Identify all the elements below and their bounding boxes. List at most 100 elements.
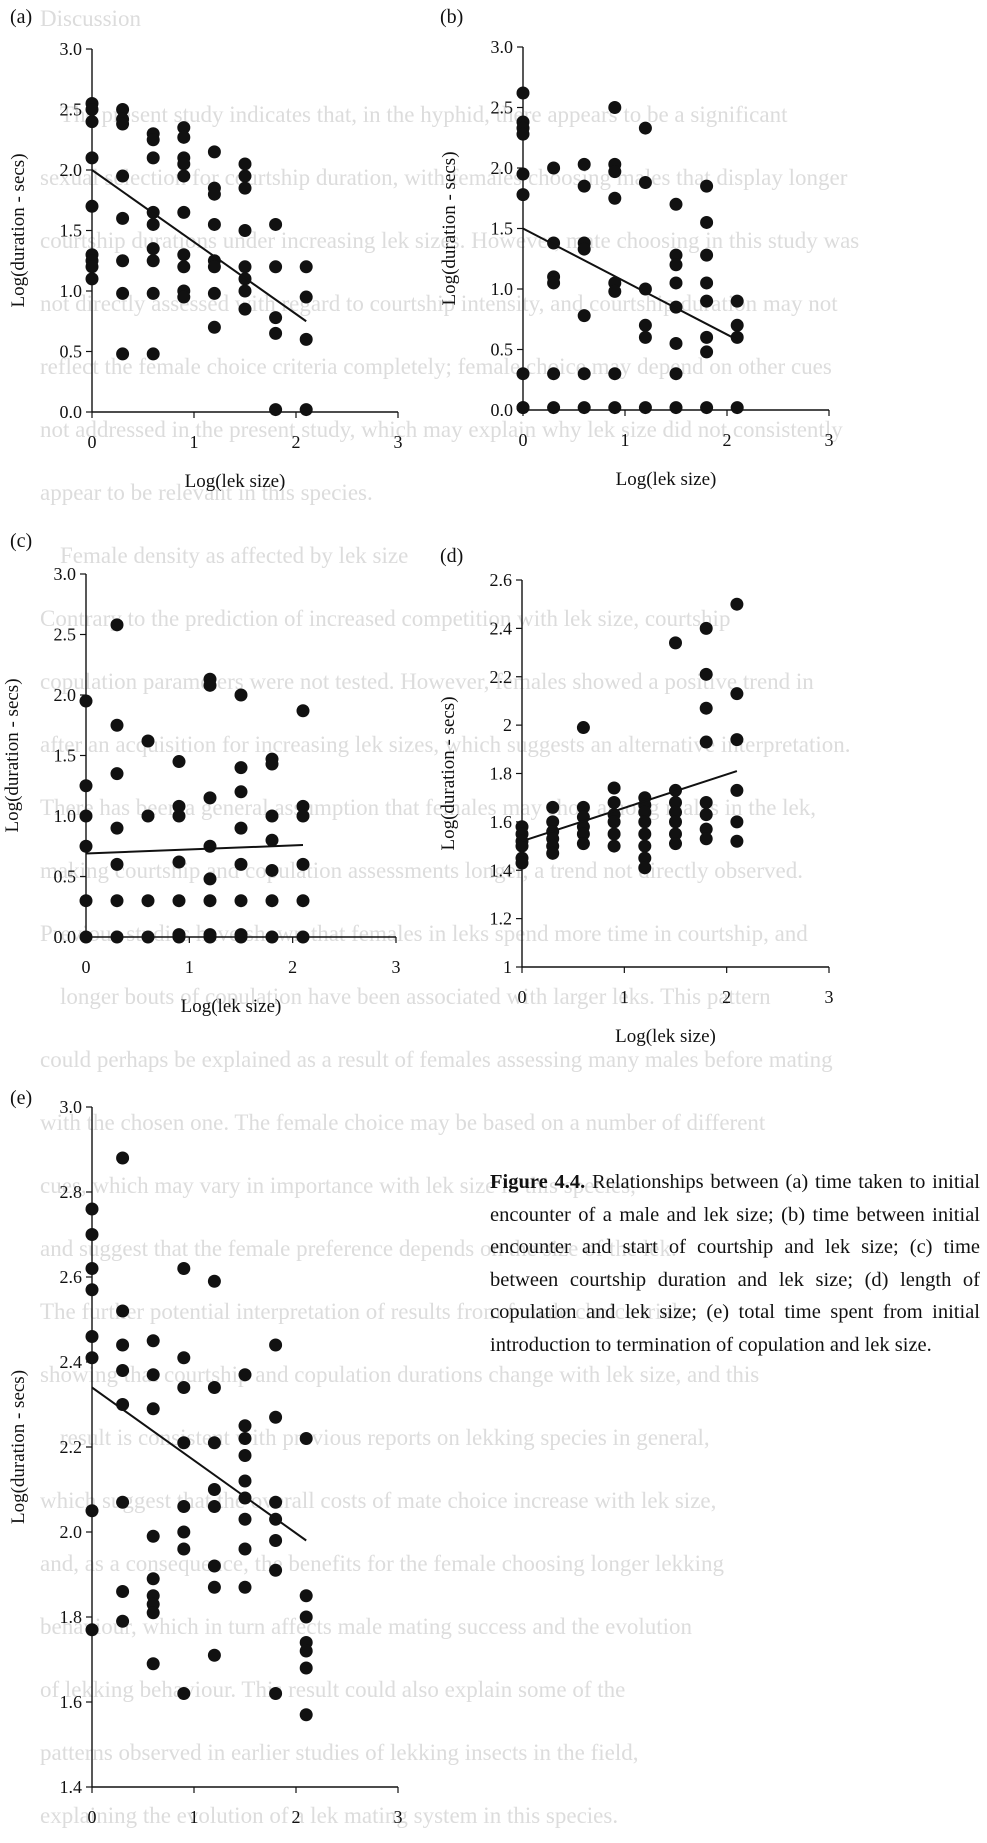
data-point-b — [730, 330, 744, 344]
data-point-d — [730, 834, 744, 848]
data-point-a — [299, 403, 313, 417]
x-axis-title-c: Log(lek size) — [181, 996, 282, 1017]
data-point-e — [146, 1402, 160, 1416]
data-point-d — [669, 805, 682, 819]
x-tick-label-b: 1 — [621, 430, 630, 450]
data-point-b — [516, 167, 530, 181]
fit-line-e — [91, 1386, 307, 1542]
y-tick-label-b: 3.0 — [491, 37, 514, 57]
data-point-c — [296, 704, 310, 718]
data-point-a — [177, 260, 191, 274]
data-point-a — [85, 199, 99, 213]
y-tick-label-e: 2.8 — [60, 1182, 83, 1202]
data-point-e — [299, 1661, 313, 1675]
x-tick-label-a: 3 — [394, 432, 403, 452]
data-point-c — [110, 894, 124, 908]
data-point-c — [265, 930, 279, 944]
data-point-e — [85, 1351, 99, 1365]
data-point-c — [110, 930, 124, 944]
data-point-b — [577, 309, 591, 323]
data-point-a — [238, 157, 252, 171]
data-point-b — [608, 284, 622, 298]
y-axis-title-b: Log(duration - secs) — [439, 151, 460, 305]
data-point-a — [146, 286, 160, 300]
data-point-c — [296, 894, 310, 908]
data-point-e — [85, 1283, 99, 1297]
data-point-a — [146, 133, 160, 147]
data-point-c — [234, 857, 248, 871]
data-point-a — [207, 145, 221, 159]
data-point-e — [207, 1483, 221, 1496]
y-tick-label-d: 1.2 — [490, 909, 513, 929]
data-point-b — [547, 161, 561, 175]
data-point-c — [79, 779, 93, 793]
data-point-c — [203, 872, 217, 886]
data-point-d — [576, 721, 590, 735]
data-point-a — [146, 217, 160, 231]
data-point-b — [700, 276, 714, 290]
data-point-e — [238, 1419, 252, 1433]
data-point-e — [177, 1687, 191, 1700]
data-point-c — [110, 821, 124, 835]
x-tick-label-e: 0 — [88, 1807, 97, 1827]
x-tick-label-c: 3 — [392, 957, 401, 977]
y-tick-label-d: 2.6 — [490, 570, 513, 590]
data-point-e — [269, 1534, 283, 1547]
data-point-e — [269, 1410, 283, 1424]
data-point-a — [146, 254, 160, 268]
data-point-a — [116, 211, 130, 225]
data-point-d — [699, 621, 713, 635]
data-point-a — [238, 169, 252, 183]
x-axis-title-b: Log(lek size) — [616, 469, 717, 490]
data-point-b — [608, 367, 622, 381]
x-tick-label-c: 0 — [82, 957, 91, 977]
y-tick-label-a: 2.0 — [60, 160, 83, 180]
data-point-c — [141, 930, 155, 944]
data-point-a — [269, 403, 283, 417]
data-point-e — [177, 1381, 191, 1394]
data-point-e — [238, 1474, 252, 1488]
data-point-e — [146, 1334, 160, 1348]
data-point-a — [116, 254, 130, 268]
x-tick-label-d: 2 — [722, 987, 731, 1007]
x-tick-label-a: 2 — [292, 432, 301, 452]
data-point-e — [177, 1500, 191, 1513]
data-point-c — [172, 930, 186, 944]
data-point-b — [638, 330, 652, 344]
data-point-d — [730, 687, 744, 701]
data-point-a — [146, 347, 160, 361]
y-tick-label-c: 2.0 — [54, 685, 77, 705]
fit-line-c — [85, 844, 304, 855]
data-point-c — [265, 894, 279, 908]
data-point-d — [699, 796, 713, 810]
data-point-d — [699, 832, 713, 846]
y-tick-label-d: 1 — [503, 957, 512, 977]
y-tick-label-e: 2.4 — [60, 1352, 83, 1372]
data-point-c — [79, 839, 93, 853]
data-point-b — [516, 188, 530, 202]
y-tick-label-e: 2.6 — [60, 1267, 83, 1287]
x-axis-title-a: Log(lek size) — [185, 471, 286, 492]
data-point-c — [110, 718, 124, 732]
data-point-b — [608, 401, 622, 415]
x-tick-label-c: 2 — [288, 957, 297, 977]
data-point-b — [577, 367, 591, 381]
data-point-b — [638, 401, 652, 415]
data-point-b — [608, 191, 622, 205]
x-tick-label-b: 2 — [723, 430, 732, 450]
data-point-e — [238, 1432, 252, 1445]
y-tick-label-c: 0.5 — [54, 867, 77, 887]
data-point-c — [203, 894, 217, 908]
data-point-e — [299, 1708, 313, 1722]
x-axis-title-d: Log(lek size) — [615, 1026, 716, 1047]
data-point-d — [546, 846, 560, 860]
data-point-e — [85, 1228, 99, 1241]
y-tick-label-d: 2.2 — [490, 667, 513, 687]
data-point-a — [177, 248, 191, 262]
data-point-a — [116, 103, 130, 116]
y-tick-label-c: 1.0 — [54, 806, 77, 826]
data-point-c — [172, 855, 186, 869]
data-point-c — [203, 930, 217, 944]
y-tick-label-a: 3.0 — [60, 39, 83, 59]
data-point-e — [177, 1542, 191, 1556]
